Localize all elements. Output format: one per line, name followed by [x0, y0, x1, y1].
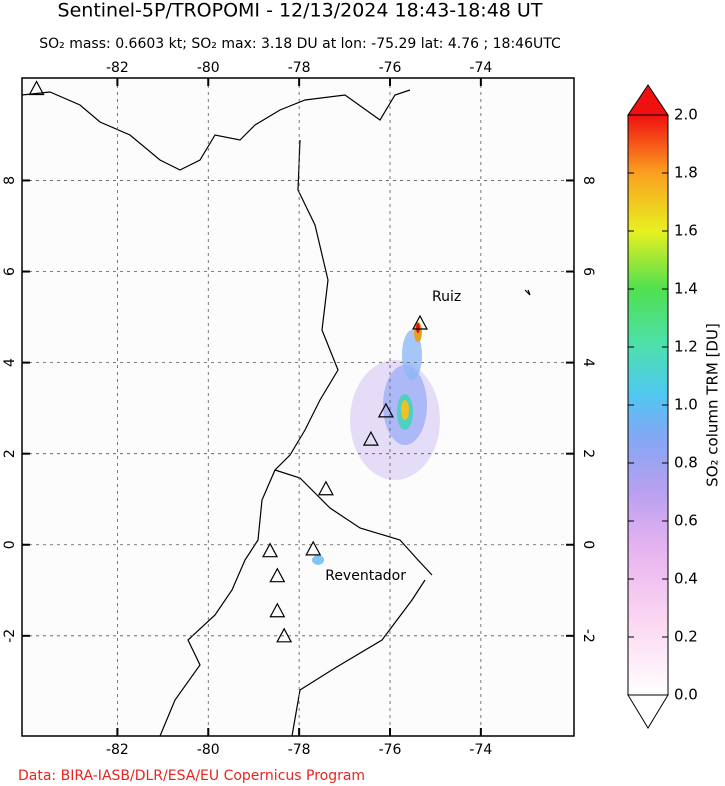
colorbar-tick-label: 1.6: [674, 222, 698, 240]
lon-label: -82: [106, 742, 129, 758]
volcano: [276, 627, 293, 643]
so2-plume: [312, 322, 440, 565]
colorbar-tick-label: 0.4: [674, 570, 698, 588]
colorbar-tick-label: 1.8: [674, 164, 698, 182]
footer: Data: BIRA-IASB/DLR/ESA/EU Copernicus Pr…: [18, 768, 365, 784]
volcano-label: Reventador: [325, 568, 406, 584]
lon-label: -80: [197, 60, 220, 76]
colorbar-tick-label: 1.0: [674, 396, 698, 414]
colorbar-label: SO₂ column TRM [DU]: [704, 323, 722, 487]
colorbar-tick-label: 2.0: [674, 106, 698, 124]
lat-label: -2: [580, 629, 596, 643]
coastlines: [22, 89, 531, 736]
colorbar-tick-label: 0.2: [674, 628, 698, 646]
lon-label: -78: [288, 60, 311, 76]
volcano: [362, 430, 379, 446]
title: Sentinel-5P/TROPOMI - 12/13/2024 18:43-1…: [58, 0, 543, 22]
lat-label: 2: [2, 449, 18, 458]
lon-label: -76: [379, 742, 402, 758]
lat-label: 4: [580, 358, 596, 367]
colorbar-tick-label: 0.8: [674, 454, 698, 472]
colorbar-tick-label: 1.4: [674, 280, 698, 298]
lon-label: -80: [197, 742, 220, 758]
volcano: [317, 480, 334, 496]
volcano: [28, 80, 45, 96]
lat-label: 4: [2, 358, 18, 367]
lon-label: -74: [469, 742, 492, 758]
volcano: [377, 402, 394, 418]
colorbar-tick-label: 0.0: [674, 686, 698, 704]
lat-label: 0: [580, 540, 596, 549]
map-background: [22, 78, 574, 736]
lat-label: 6: [580, 267, 596, 276]
colorbar-tick-label: 1.2: [674, 338, 698, 356]
volcano: [269, 567, 286, 583]
volcano: [262, 542, 279, 558]
subtitle: SO₂ mass: 0.6603 kt; SO₂ max: 3.18 DU at…: [39, 36, 561, 52]
lat-label: 6: [2, 267, 18, 276]
volcano: [269, 602, 286, 618]
volcano: [305, 540, 322, 556]
lon-label: -74: [469, 60, 492, 76]
lon-label: -76: [379, 60, 402, 76]
lat-label: 2: [580, 449, 596, 458]
colorbar-tick-label: 0.6: [674, 512, 698, 530]
lat-label: -2: [2, 629, 18, 643]
lat-label: 8: [2, 176, 18, 185]
volcano-label: Ruiz: [432, 289, 461, 305]
map-frame: [21, 77, 575, 737]
lon-label: -78: [288, 742, 311, 758]
colorbar: [627, 114, 669, 696]
lat-label: 0: [2, 540, 18, 549]
lon-label: -82: [106, 60, 129, 76]
lat-label: 8: [580, 176, 596, 185]
colorbar-max-arrow: [627, 84, 669, 116]
colorbar-min-arrow: [627, 694, 669, 729]
volcano: [411, 314, 428, 330]
